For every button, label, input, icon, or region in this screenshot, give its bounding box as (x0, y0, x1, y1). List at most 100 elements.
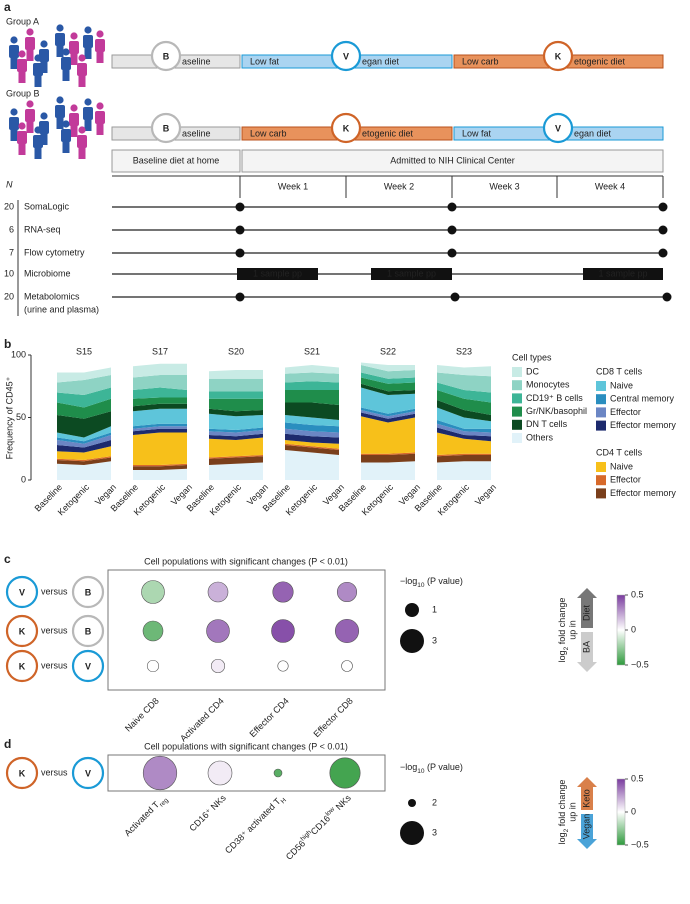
dot (142, 620, 164, 642)
stack-area (209, 456, 263, 465)
person-body (83, 107, 93, 120)
y-tick-label: 50 (16, 412, 26, 422)
stack-area (285, 415, 339, 427)
week-label: Week 2 (384, 181, 414, 191)
legend-label: Effector memory (610, 488, 676, 498)
text-part: −log (400, 762, 417, 772)
colorbar-label: 0 (631, 624, 636, 634)
person-head (70, 32, 78, 40)
stack-area (133, 468, 187, 480)
diet-letter: B (163, 123, 170, 133)
stack-area (57, 426, 111, 442)
stack-area (437, 423, 491, 437)
dot (146, 659, 160, 673)
phase-text: aseline (182, 56, 211, 66)
x-tick-label: Vegan (473, 482, 498, 507)
legend-swatch (512, 406, 522, 417)
size-legend-dot (408, 799, 416, 807)
stack-area (285, 450, 339, 480)
week-label: Week 3 (489, 181, 519, 191)
person-body (55, 105, 65, 118)
arrow-label: Vegan (581, 814, 591, 840)
legend-label: Monocytes (526, 380, 570, 390)
versus-label: versus (41, 625, 68, 635)
person-body (25, 109, 35, 122)
legend-swatch (596, 381, 606, 391)
person-body (25, 37, 35, 50)
legend-label: CD19⁺ B cells (526, 393, 583, 403)
legend-title: Cell types (512, 352, 552, 362)
stack-area (437, 461, 491, 480)
assay-n: 20 (4, 291, 14, 301)
person-legs (70, 125, 78, 137)
subject-label: S22 (380, 346, 396, 356)
person-legs (40, 61, 48, 73)
time-dot (658, 248, 668, 258)
dot (273, 768, 283, 778)
phase-text: aseline (182, 128, 211, 138)
stack-area (209, 462, 263, 480)
diet-icon (71, 614, 105, 648)
stack-area (133, 432, 187, 465)
stack-area (57, 398, 111, 419)
diet-letter: V (343, 51, 349, 61)
person-body (69, 113, 79, 126)
text-part: Effector CD4 (248, 696, 291, 739)
column-label: Activated Treg (123, 793, 171, 841)
phase-text: egan diet (574, 128, 612, 138)
person-legs (34, 147, 42, 159)
diet-icon (150, 40, 182, 72)
stack-area (285, 365, 339, 374)
stack-area (285, 422, 339, 433)
group-label: Group A (6, 16, 39, 26)
dot (206, 619, 230, 643)
week-label: Week 4 (595, 181, 625, 191)
person-head (18, 122, 26, 130)
size-legend-dot (400, 629, 424, 653)
matrix-box (107, 569, 386, 691)
diet-icon (542, 40, 574, 72)
diet-icon (71, 756, 105, 790)
arrow-label: BA (581, 641, 591, 653)
stack-area (285, 445, 339, 455)
person-body (9, 45, 19, 58)
stack-area (209, 430, 263, 437)
legend-swatch (596, 420, 606, 431)
person-legs (18, 143, 26, 155)
time-dot (447, 202, 457, 212)
stack-area (133, 428, 187, 435)
stack-area (361, 372, 415, 384)
time-dot (658, 225, 668, 235)
stack-area (361, 412, 415, 423)
person-head (18, 50, 26, 58)
time-dot (450, 292, 460, 302)
person-head (34, 126, 42, 134)
text-part: Naive CD8 (123, 696, 161, 734)
legend-title: CD8 T cells (596, 366, 643, 376)
person-body (9, 117, 19, 130)
assay-n: 7 (9, 247, 14, 257)
person-legs (62, 69, 70, 81)
panel-title: Cell populations with significant change… (144, 556, 348, 566)
stack-area (209, 437, 263, 458)
arrow-up (577, 588, 597, 628)
y-tick-label: 100 (11, 349, 26, 359)
stack-area (285, 372, 339, 383)
text-part: 2 (563, 646, 570, 650)
stack-area (285, 428, 339, 438)
diet-letter: K (555, 51, 562, 61)
phase-prefix: Low fat (462, 128, 492, 138)
diet-icon (330, 40, 362, 72)
legend-label: Naive (610, 380, 633, 390)
diet-letter: K (19, 626, 26, 636)
panel-label: b (4, 337, 11, 351)
panel-label: a (4, 0, 11, 14)
diet-icon (5, 614, 39, 648)
sample-box (237, 268, 318, 280)
colorbar-title: log2 fold change (557, 598, 570, 663)
person-legs (56, 117, 64, 129)
stack-area (437, 372, 491, 393)
person-legs (26, 49, 34, 61)
person-legs (96, 51, 104, 63)
stack-area (361, 453, 415, 463)
